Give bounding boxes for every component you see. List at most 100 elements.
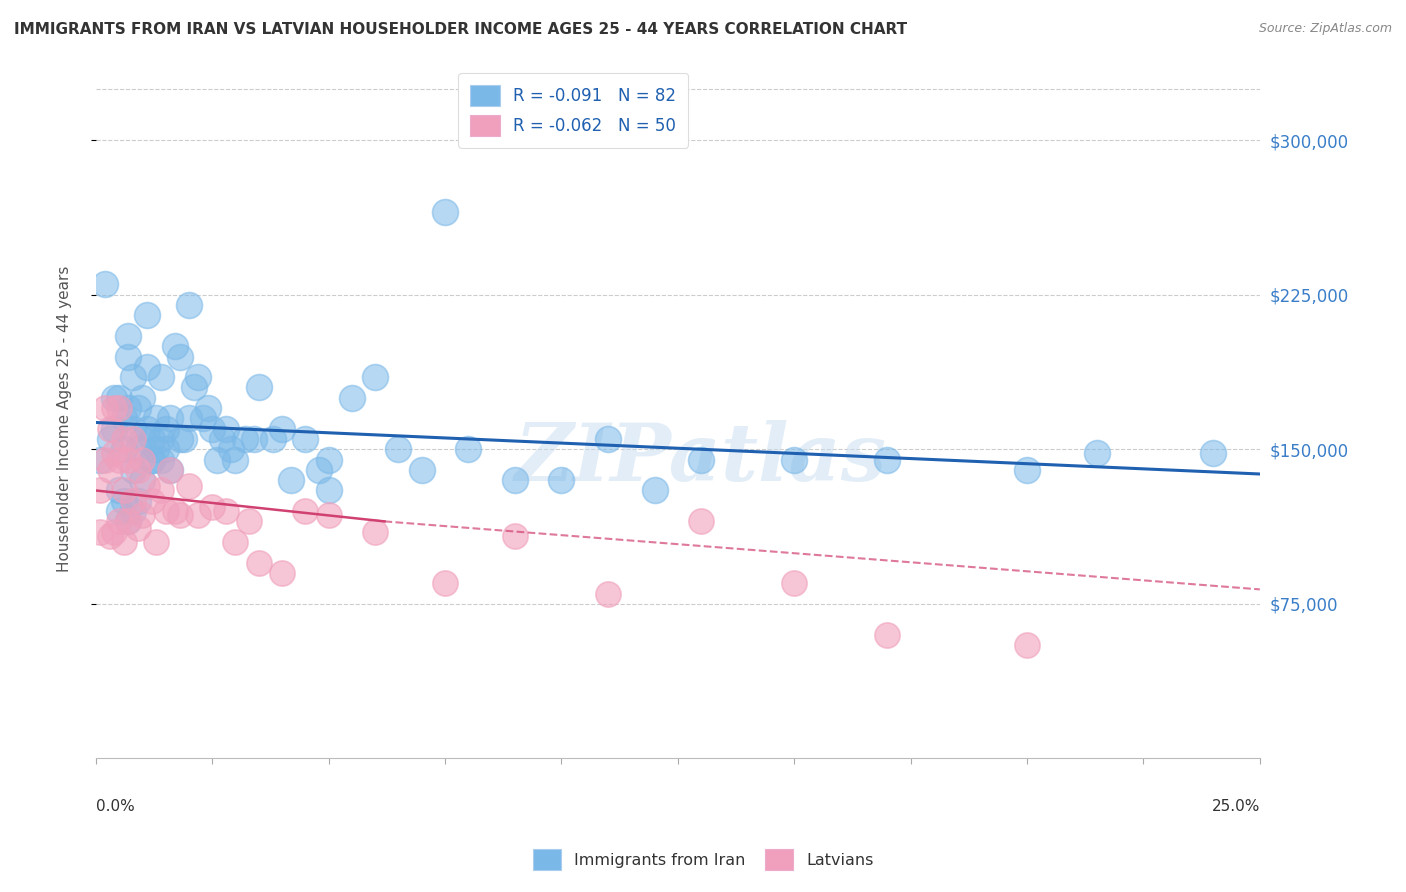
Point xyxy=(98,463,121,477)
Point xyxy=(205,452,228,467)
Point xyxy=(596,586,619,600)
Point xyxy=(108,452,131,467)
Point xyxy=(271,566,294,580)
Point xyxy=(191,411,214,425)
Point xyxy=(876,452,898,467)
Point xyxy=(457,442,479,457)
Point xyxy=(187,508,209,523)
Point xyxy=(117,515,139,529)
Point xyxy=(149,452,172,467)
Point xyxy=(364,524,387,539)
Legend: R = -0.091   N = 82, R = -0.062   N = 50: R = -0.091 N = 82, R = -0.062 N = 50 xyxy=(458,73,688,147)
Point xyxy=(238,515,260,529)
Point xyxy=(169,432,191,446)
Point xyxy=(183,380,205,394)
Point xyxy=(117,452,139,467)
Point xyxy=(98,432,121,446)
Point xyxy=(127,493,149,508)
Point xyxy=(318,483,340,498)
Point xyxy=(141,452,163,467)
Point xyxy=(112,442,135,457)
Point xyxy=(318,508,340,523)
Point xyxy=(136,359,159,374)
Point xyxy=(89,452,111,467)
Point xyxy=(1202,446,1225,460)
Point xyxy=(177,298,200,312)
Point xyxy=(155,504,177,518)
Point xyxy=(136,422,159,436)
Text: 25.0%: 25.0% xyxy=(1212,799,1260,814)
Point xyxy=(122,504,145,518)
Point xyxy=(271,422,294,436)
Point xyxy=(112,432,135,446)
Point xyxy=(117,350,139,364)
Point xyxy=(163,504,186,518)
Point xyxy=(294,432,316,446)
Point xyxy=(145,535,167,549)
Point xyxy=(247,556,270,570)
Text: IMMIGRANTS FROM IRAN VS LATVIAN HOUSEHOLDER INCOME AGES 25 - 44 YEARS CORRELATIO: IMMIGRANTS FROM IRAN VS LATVIAN HOUSEHOL… xyxy=(14,22,907,37)
Point xyxy=(108,483,131,498)
Point xyxy=(690,452,713,467)
Point xyxy=(690,515,713,529)
Point xyxy=(117,401,139,415)
Point xyxy=(411,463,433,477)
Point xyxy=(1015,638,1038,652)
Point xyxy=(243,432,266,446)
Point xyxy=(131,432,153,446)
Point xyxy=(122,493,145,508)
Point xyxy=(644,483,666,498)
Point xyxy=(122,370,145,384)
Point xyxy=(434,576,457,591)
Point xyxy=(247,380,270,394)
Point xyxy=(122,463,145,477)
Point xyxy=(149,483,172,498)
Point xyxy=(141,432,163,446)
Point xyxy=(201,422,224,436)
Point xyxy=(155,442,177,457)
Point xyxy=(131,452,153,467)
Point xyxy=(215,504,238,518)
Point xyxy=(159,463,181,477)
Point xyxy=(550,473,572,487)
Point xyxy=(187,370,209,384)
Point xyxy=(136,309,159,323)
Point xyxy=(145,411,167,425)
Y-axis label: Householder Income Ages 25 - 44 years: Householder Income Ages 25 - 44 years xyxy=(58,265,72,572)
Point xyxy=(117,515,139,529)
Point xyxy=(89,483,111,498)
Point xyxy=(145,442,167,457)
Point xyxy=(224,452,246,467)
Point xyxy=(89,524,111,539)
Point xyxy=(177,479,200,493)
Point xyxy=(108,391,131,405)
Point xyxy=(159,411,181,425)
Point xyxy=(127,442,149,457)
Point xyxy=(122,432,145,446)
Point xyxy=(136,479,159,493)
Point xyxy=(224,535,246,549)
Point xyxy=(127,520,149,534)
Point xyxy=(387,442,409,457)
Point xyxy=(211,432,233,446)
Point xyxy=(364,370,387,384)
Point xyxy=(876,628,898,642)
Point xyxy=(215,422,238,436)
Point xyxy=(149,432,172,446)
Point xyxy=(783,576,806,591)
Point xyxy=(155,422,177,436)
Point xyxy=(294,504,316,518)
Point xyxy=(434,205,457,219)
Point xyxy=(103,401,125,415)
Point xyxy=(94,452,117,467)
Point xyxy=(112,483,135,498)
Point xyxy=(219,442,242,457)
Point xyxy=(103,422,125,436)
Point xyxy=(596,432,619,446)
Point xyxy=(112,493,135,508)
Point xyxy=(318,452,340,467)
Point xyxy=(233,432,256,446)
Point xyxy=(169,508,191,523)
Point xyxy=(783,452,806,467)
Text: ZIPatlas: ZIPatlas xyxy=(515,420,887,498)
